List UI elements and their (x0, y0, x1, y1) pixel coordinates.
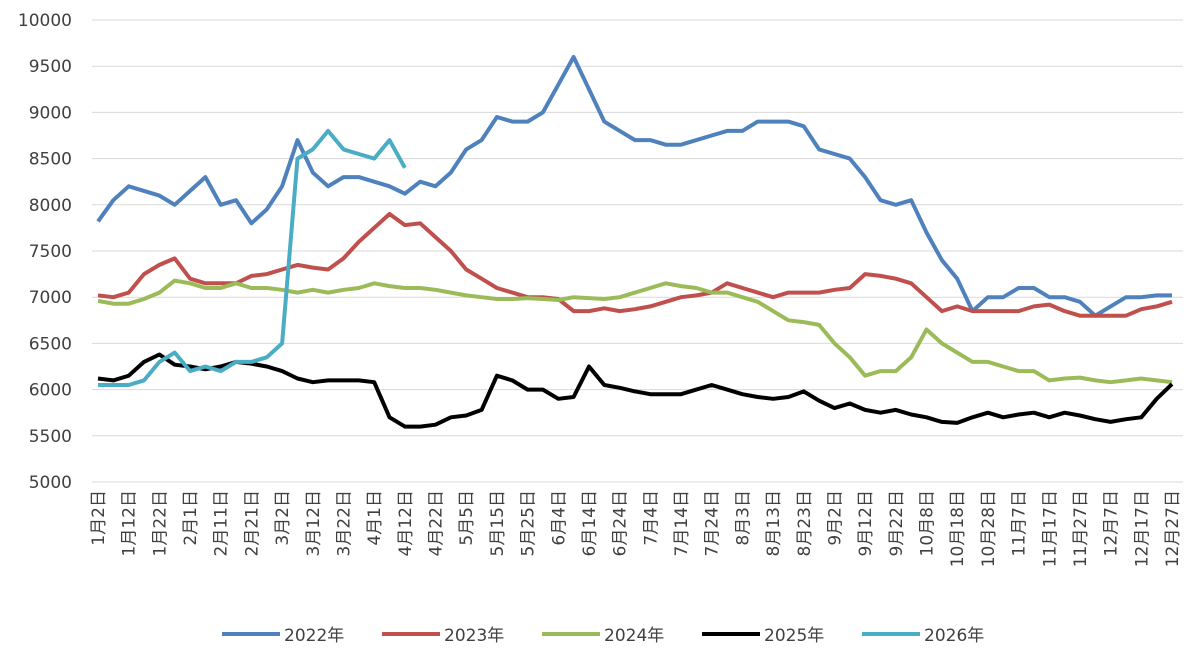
x-tick-label: 6月24日 (611, 490, 631, 556)
legend-label: 2026年 (924, 626, 984, 646)
series-line (97, 352, 1174, 429)
x-tick-label: 6月14日 (580, 490, 600, 556)
legend-label: 2022年 (284, 626, 344, 646)
x-tick-label: 7月14日 (672, 490, 692, 556)
x-tick-label: 10月8日 (918, 490, 938, 556)
y-tick-label: 8000 (29, 196, 72, 216)
legend-label: 2025年 (764, 626, 824, 646)
y-tick-label: 5000 (29, 473, 72, 493)
x-tick-label: 1月12日 (120, 490, 140, 556)
y-tick-label: 5500 (29, 427, 72, 447)
x-tick-label: 4月12日 (396, 490, 416, 556)
x-tick-label: 4月22日 (427, 490, 447, 556)
y-tick-label: 9000 (29, 103, 72, 123)
x-tick-label: 6月4日 (549, 490, 569, 546)
x-tick-label: 5月5日 (457, 490, 477, 546)
x-tick-label: 7月24日 (703, 490, 723, 556)
y-tick-label: 7500 (29, 242, 72, 262)
x-tick-label: 3月22日 (334, 490, 354, 556)
x-tick-label: 2月21日 (242, 490, 262, 556)
series-line (97, 278, 1173, 385)
legend-label: 2023年 (444, 626, 504, 646)
x-tick-label: 5月15日 (488, 490, 508, 556)
x-tick-label: 1月2日 (89, 490, 109, 546)
x-tick-label: 9月2日 (825, 490, 845, 546)
y-tick-label: 7000 (29, 288, 72, 308)
x-tick-label: 11月7日 (1010, 490, 1030, 556)
x-tick-label: 5月25日 (519, 490, 539, 556)
x-tick-label: 11月27日 (1071, 490, 1091, 567)
x-tick-label: 8月3日 (733, 490, 753, 546)
x-tick-label: 2月1日 (181, 490, 201, 546)
x-tick-label: 10月18日 (948, 490, 968, 567)
y-tick-label: 6500 (29, 334, 72, 354)
y-tick-label: 10000 (18, 11, 72, 31)
x-tick-label: 12月27日 (1163, 490, 1183, 567)
x-tick-label: 9月22日 (887, 490, 907, 556)
x-tick-label: 11月17日 (1040, 490, 1060, 567)
x-tick-label: 8月23日 (795, 490, 815, 556)
x-tick-label: 8月13日 (764, 490, 784, 556)
x-tick-label: 12月17日 (1132, 490, 1152, 567)
x-tick-label: 3月2日 (273, 490, 293, 546)
x-tick-label: 1月22日 (150, 490, 170, 556)
x-tick-label: 9月12日 (856, 490, 876, 556)
series-line (96, 55, 1172, 318)
y-tick-label: 8500 (29, 150, 72, 170)
x-tick-label: 2月11日 (212, 490, 232, 556)
series-line (97, 212, 1173, 318)
series-line (98, 128, 407, 387)
x-tick-label: 12月7日 (1102, 490, 1122, 556)
y-tick-label: 6000 (29, 381, 72, 401)
x-tick-label: 7月4日 (641, 490, 661, 546)
y-tick-label: 9500 (29, 57, 72, 77)
legend-label: 2024年 (604, 626, 664, 646)
x-tick-label: 4月1日 (365, 490, 385, 546)
x-tick-label: 10月28日 (979, 490, 999, 567)
x-tick-label: 3月12日 (304, 490, 324, 556)
